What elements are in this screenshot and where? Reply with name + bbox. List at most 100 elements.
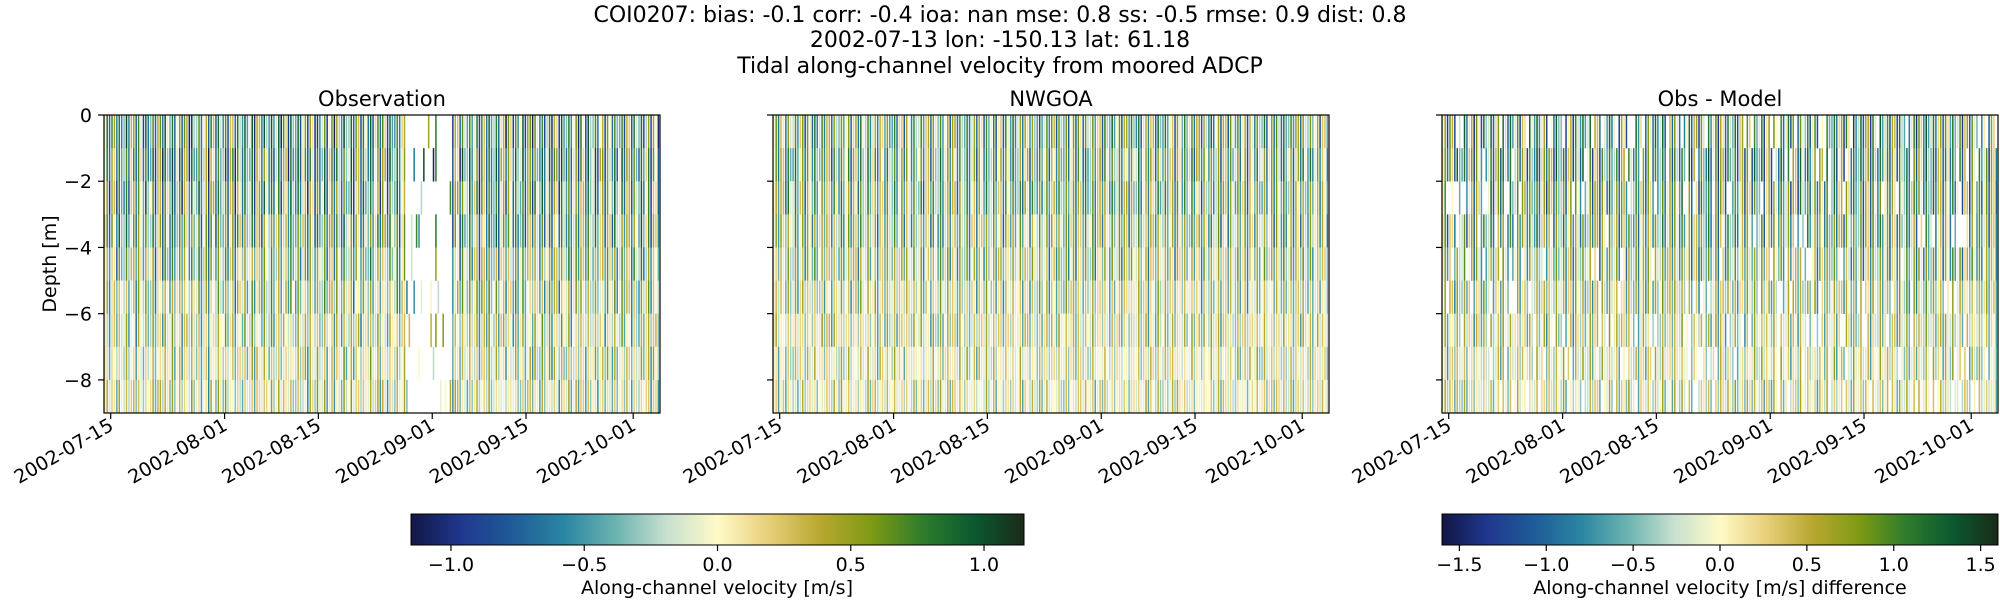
heatmap-cell [1632,181,1635,215]
heatmap-cell [913,181,915,215]
heatmap-cell [1695,214,1698,248]
heatmap-cell [925,346,927,381]
heatmap-cell [1239,115,1242,149]
heatmap-cell [1584,280,1587,314]
heatmap-cell [456,115,459,149]
heatmap-cell [1516,280,1519,314]
heatmap-cell [799,247,802,281]
heatmap-cell [1278,247,1280,281]
heatmap-cell [1722,214,1724,248]
heatmap-cell [256,247,258,281]
heatmap-cell [857,148,860,182]
heatmap-cell [889,379,891,413]
heatmap-cell [645,247,647,281]
heatmap-cell [476,115,478,149]
heatmap-cell [635,346,638,381]
heatmap-cell [210,181,212,215]
heatmap-cell [1304,115,1307,149]
heatmap-cell [1229,148,1232,182]
heatmap-cell [1227,379,1229,413]
heatmap-cell [623,379,626,413]
heatmap-cell [891,346,893,381]
heatmap-cell [326,280,328,314]
heatmap-cell [1574,379,1577,413]
heatmap-cell [1080,214,1082,248]
heatmap-cell [777,148,780,182]
heatmap-cell [1241,379,1244,413]
heatmap-cell [1084,346,1087,381]
heatmap-cell [1092,379,1094,413]
heatmap-cell [372,379,374,413]
heatmap-cell [1147,247,1150,281]
heatmap-cell [1657,181,1659,215]
heatmap-cell [478,181,481,215]
heatmap-cell [1254,115,1256,149]
heatmap-cell [1263,181,1266,215]
heatmap-cell [1632,214,1635,248]
heatmap-cell [1473,346,1475,381]
heatmap-cell [995,115,997,149]
heatmap-cell [200,247,203,281]
heatmap-cell [995,148,997,182]
heatmap-cell [224,379,227,413]
heatmap-cell [835,148,838,182]
heatmap-cell [655,379,657,413]
heatmap-cell [507,313,510,348]
heatmap-cell [792,181,794,215]
heatmap-cell [601,148,604,182]
heatmap-cell [1645,313,1647,348]
heatmap-cell [905,346,908,381]
heatmap-cell [1579,148,1582,182]
heatmap-cell [191,247,193,281]
heatmap-cell [976,247,978,281]
heatmap-cell [1167,280,1169,314]
heatmap-cell [1478,346,1480,381]
heatmap-cell [478,115,481,149]
heatmap-cell [232,379,234,413]
heatmap-cell [1509,313,1512,348]
heatmap-cell [1312,247,1314,281]
heatmap-cell [898,346,901,381]
heatmap-cell [326,115,328,149]
heatmap-cell [483,148,486,182]
heatmap-cell [1485,346,1488,381]
heatmap-cell [1669,115,1671,149]
heatmap-cell [1060,115,1063,149]
heatmap-cell [990,181,993,215]
heatmap-cell [340,313,343,348]
heatmap-cell [874,247,877,281]
heatmap-cell [534,313,536,348]
heatmap-cell [809,379,811,413]
heatmap-cell [239,379,241,413]
heatmap-cell [1084,280,1087,314]
heatmap-cell [1319,214,1321,248]
heatmap-cell [1473,247,1475,281]
heatmap-cell [1654,148,1657,182]
heatmap-cell [855,214,857,248]
heatmap-cell [1463,280,1466,314]
heatmap-cell [1538,346,1541,381]
heatmap-cell [934,346,937,381]
heatmap-cell [181,379,183,413]
heatmap-cell [1521,313,1524,348]
heatmap-cell [108,247,111,281]
heatmap-cell [1485,115,1488,149]
heatmap-cell [498,346,500,381]
heatmap-cell [1690,181,1693,215]
heatmap-cell [360,148,362,182]
heatmap-cell [568,379,570,413]
heatmap-cell [239,115,241,149]
heatmap-cell [350,313,353,348]
heatmap-cell [183,115,186,149]
heatmap-cell [816,379,819,413]
heatmap-cell [1147,280,1150,314]
heatmap-cell [918,148,920,182]
heatmap-cell [1587,346,1589,381]
heatmap-cell [1321,379,1324,413]
heatmap-cell [1302,115,1304,149]
heatmap-cell [1312,181,1314,215]
heatmap-cell [978,379,980,413]
heatmap-cell [1623,115,1625,149]
heatmap-cell [1043,115,1046,149]
heatmap-cell [831,115,833,149]
